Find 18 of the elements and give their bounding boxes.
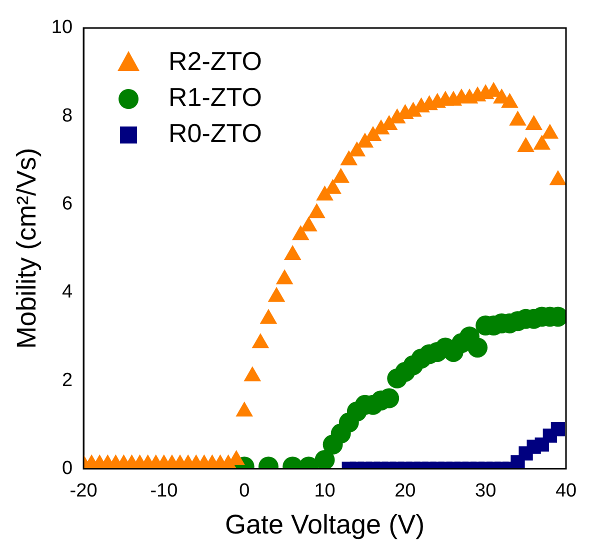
legend-label: R1-ZTO bbox=[168, 82, 262, 112]
y-axis-title: Mobility (cm²/Vs) bbox=[12, 148, 42, 349]
x-tick-label: 10 bbox=[314, 480, 336, 502]
legend-label: R0-ZTO bbox=[168, 118, 262, 148]
x-tick-label: 30 bbox=[475, 480, 496, 502]
y-tick-label: 0 bbox=[62, 458, 73, 480]
x-axis-title: Gate Voltage (V) bbox=[224, 509, 425, 540]
x-tick-label: 40 bbox=[555, 480, 577, 502]
y-tick-label: 4 bbox=[62, 282, 73, 303]
x-tick-label: 0 bbox=[239, 480, 250, 502]
legend-label: R2-ZTO bbox=[168, 46, 262, 76]
y-tick-label: 2 bbox=[62, 370, 73, 391]
x-tick-label: 20 bbox=[394, 480, 416, 502]
x-tick-label: -20 bbox=[70, 480, 98, 502]
x-tick-label: -10 bbox=[150, 480, 178, 502]
y-tick-label: 10 bbox=[51, 17, 73, 38]
y-tick-label: 8 bbox=[62, 105, 73, 126]
y-tick-label: 6 bbox=[62, 194, 73, 215]
